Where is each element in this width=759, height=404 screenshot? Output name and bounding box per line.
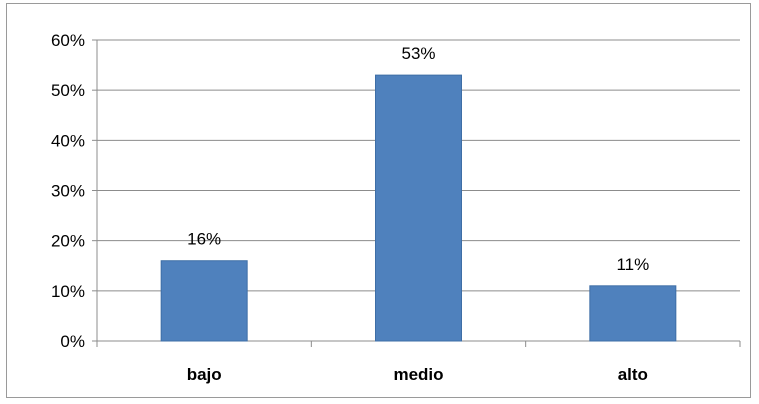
bar-medio xyxy=(375,74,462,342)
x-tick-label: bajo xyxy=(187,365,222,384)
y-tick-label: 60% xyxy=(51,31,85,50)
y-tick-label: 50% xyxy=(51,81,85,100)
data-label: 16% xyxy=(187,230,221,249)
y-tick-label: 0% xyxy=(60,332,85,351)
y-tick-label: 20% xyxy=(51,232,85,251)
y-tick-label: 10% xyxy=(51,282,85,301)
y-tick-label: 30% xyxy=(51,182,85,201)
data-label: 53% xyxy=(401,44,435,63)
y-tick-label: 40% xyxy=(51,131,85,150)
x-tick-label: alto xyxy=(618,365,648,384)
data-label: 11% xyxy=(616,255,649,274)
bar-bajo xyxy=(160,260,248,342)
x-tick-label: medio xyxy=(393,365,443,384)
bar-alto xyxy=(589,285,677,342)
